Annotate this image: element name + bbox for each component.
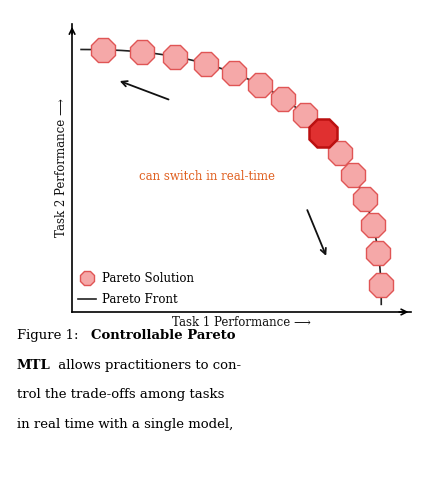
- X-axis label: Task 1 Performance ⟶: Task 1 Performance ⟶: [172, 316, 311, 329]
- Text: Figure 1:: Figure 1:: [17, 329, 92, 342]
- Text: trol the trade-offs among tasks: trol the trade-offs among tasks: [17, 388, 224, 401]
- Y-axis label: Task 2 Performance ⟶: Task 2 Performance ⟶: [55, 98, 68, 238]
- Text: in real time with a single model,: in real time with a single model,: [17, 418, 233, 431]
- Text: Controllable Pareto: Controllable Pareto: [91, 329, 236, 342]
- Legend: Pareto Solution, Pareto Front: Pareto Solution, Pareto Front: [78, 272, 194, 306]
- Text: allows practitioners to con-: allows practitioners to con-: [54, 359, 241, 372]
- Text: MTL: MTL: [17, 359, 51, 372]
- Text: can switch in real-time: can switch in real-time: [139, 170, 275, 183]
